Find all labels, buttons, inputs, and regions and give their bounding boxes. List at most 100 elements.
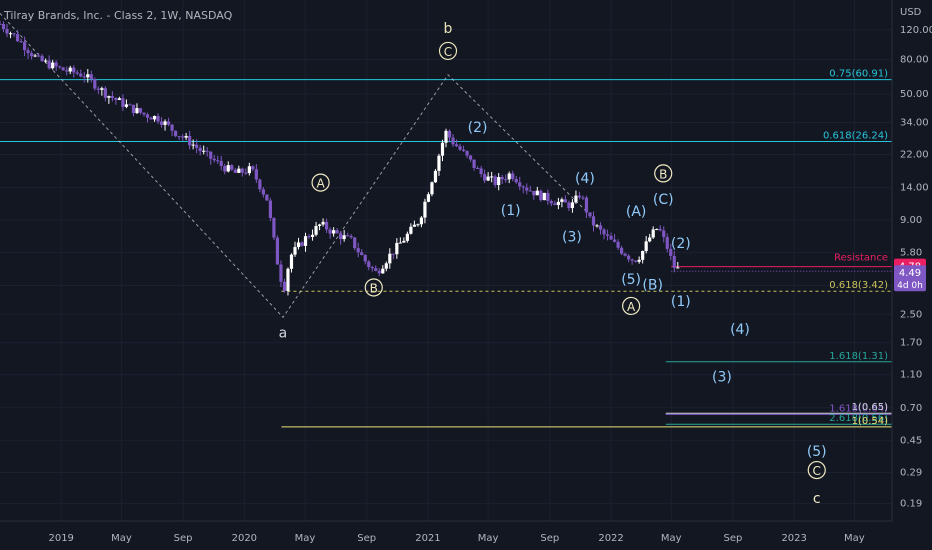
candle-body: [223, 165, 227, 172]
fib-level-label: 1(0.65): [852, 402, 889, 413]
candle-body: [110, 96, 114, 99]
candle-body: [662, 230, 666, 238]
candle-body: [230, 165, 234, 170]
candle-body: [124, 104, 129, 107]
candle-body: [658, 228, 662, 231]
candle-body: [511, 173, 515, 179]
candle-body: [240, 168, 244, 173]
candle-body: [465, 150, 469, 156]
wave-label: (2): [671, 236, 691, 252]
candle-body: [497, 177, 501, 186]
candle-body: [612, 239, 617, 242]
candle-body: [142, 112, 146, 115]
candle-body: [402, 240, 406, 243]
wave-label: C: [813, 464, 821, 478]
fib-level-label: 1(0.54): [852, 416, 889, 427]
wave-label: C: [444, 45, 452, 59]
candle-body: [655, 228, 659, 230]
candle-body: [584, 197, 589, 213]
x-tick-label: May: [295, 533, 316, 544]
candle-body: [149, 117, 153, 120]
candle-body: [114, 98, 118, 100]
candle-body: [317, 224, 322, 226]
candle-body: [363, 255, 367, 262]
candle-body: [195, 144, 199, 148]
candle-body: [630, 259, 634, 261]
candle-body: [437, 155, 441, 171]
candle-body: [251, 166, 255, 170]
candle-body: [644, 241, 648, 252]
currency-label: USD: [900, 7, 922, 18]
candle-body: [128, 104, 132, 106]
candle-body: [346, 235, 350, 237]
candle-body: [370, 267, 374, 269]
candle-body: [19, 41, 23, 43]
candle-body: [454, 144, 459, 147]
candle-body: [409, 226, 413, 234]
candle-body: [602, 229, 606, 235]
candle-body: [423, 201, 427, 218]
candle-body: [525, 187, 529, 191]
candle-body: [51, 62, 55, 69]
candle-body: [384, 263, 388, 269]
candle-body: [159, 121, 164, 125]
wave-label-circle: [438, 41, 458, 61]
candle-body: [103, 88, 107, 98]
candle-body: [237, 168, 241, 173]
y-tick-label: 120.00: [900, 25, 932, 36]
wave-label-circle: [311, 173, 330, 192]
candle-body: [493, 176, 497, 186]
candle-body: [15, 33, 20, 42]
candle-body: [553, 203, 557, 206]
candle-body: [377, 270, 381, 274]
candle-body: [30, 53, 34, 57]
wave-labels: abCAB(2)(1)(4)(3)(A)B(C)(2)(5)A(B)(1)(4)…: [279, 21, 827, 507]
candle-body: [181, 136, 185, 138]
wave-label-circle: [622, 296, 641, 316]
candle-body: [79, 73, 83, 77]
candle-body: [145, 114, 150, 118]
y-tick-label: 0.45: [900, 435, 922, 446]
y-tick-label: 34.00: [900, 117, 929, 128]
candle-body: [40, 55, 44, 62]
y-tick-label: 14.00: [900, 183, 929, 194]
candle-body: [430, 182, 434, 195]
candle-body: [321, 221, 325, 225]
candle-body: [563, 199, 568, 203]
wave-label: c: [813, 491, 821, 507]
candle-body: [570, 202, 575, 209]
candle-body: [307, 236, 311, 238]
candle-body: [500, 177, 504, 180]
wave-label: (4): [730, 322, 750, 338]
candle-body: [461, 149, 466, 151]
candle-body: [152, 115, 157, 120]
y-tick-label: 5.80: [900, 247, 922, 258]
candle-body: [595, 225, 599, 227]
y-tick-label: 1.70: [900, 338, 922, 349]
candle-body: [521, 186, 525, 188]
candle-body: [353, 237, 357, 249]
current-price-badge: [894, 265, 926, 292]
candle-body: [44, 60, 48, 62]
candle-body: [507, 173, 511, 180]
candle-body: [117, 98, 122, 100]
candle-body: [335, 230, 339, 234]
wave-label: (1): [671, 294, 691, 310]
candle-body: [605, 234, 610, 236]
candle-body: [360, 252, 364, 256]
current-price: 4.49: [899, 268, 921, 279]
candle-body: [86, 74, 90, 78]
x-tick-label: 2021: [415, 533, 440, 544]
candle-body: [676, 267, 680, 269]
candle-body: [451, 137, 455, 145]
candle-body: [468, 155, 473, 160]
candle-body: [107, 96, 111, 98]
candle-body: [342, 235, 346, 240]
candle-body: [205, 150, 209, 152]
y-tick-label: 1.10: [900, 370, 922, 381]
wave-label: (A): [626, 204, 647, 220]
candle-body: [458, 146, 462, 150]
candle-body: [12, 33, 16, 35]
